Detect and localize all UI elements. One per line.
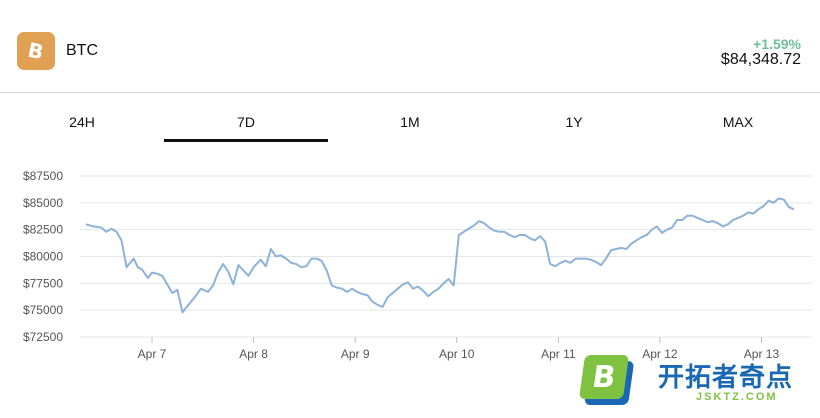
y-tick-label: $72500: [23, 330, 63, 344]
y-tick-label: $82500: [23, 223, 63, 237]
x-tick-label: Apr 7: [138, 347, 167, 361]
x-tick-label: Apr 8: [239, 347, 268, 361]
current-price: $84,348.72: [720, 51, 801, 68]
timeframe-tabs: 24H 7D 1M 1Y MAX: [0, 104, 820, 142]
x-tick-label: Apr 13: [744, 347, 780, 361]
tab-label: 24H: [69, 114, 95, 130]
tab-label: MAX: [722, 114, 754, 130]
x-tick-label: Apr 11: [541, 347, 576, 361]
tab-1y[interactable]: 1Y: [492, 104, 656, 142]
watermark-url: JSKTZ.COM: [696, 391, 778, 403]
tab-max[interactable]: MAX: [656, 104, 820, 142]
watermark-logo: B: [578, 355, 630, 399]
bitcoin-icon: B: [17, 32, 55, 70]
y-tick-label: $85000: [23, 196, 63, 210]
price-change: +1.59%: [753, 36, 801, 52]
y-tick-label: $77500: [23, 276, 63, 290]
coin-symbol: BTC: [66, 42, 98, 59]
x-tick-label: Apr 9: [341, 347, 370, 361]
watermark-title: 开拓者奇点: [658, 363, 794, 393]
y-tick-label: $75000: [23, 303, 63, 317]
tab-1m[interactable]: 1M: [328, 104, 492, 142]
site-watermark: B 开拓者奇点 JSKTZ.COM: [578, 353, 820, 413]
x-tick-label: Apr 10: [439, 347, 475, 361]
watermark-badge-letter: B: [590, 359, 618, 395]
tab-label: 1Y: [565, 114, 583, 130]
bitcoin-logo-glyph: B: [26, 37, 46, 65]
price-chart[interactable]: $72500 $75000 $77500 $80000 $82500 $85000 $875…: [0, 160, 820, 413]
y-tick-label: $80000: [23, 250, 63, 264]
tab-7d[interactable]: 7D: [164, 104, 328, 142]
tab-label: 7D: [237, 114, 255, 130]
price-line: [85, 197, 795, 314]
tab-label: 1M: [400, 114, 420, 130]
y-tick-label: $87500: [23, 169, 63, 183]
price-chart-svg: $72500 $75000 $77500 $80000 $82500 $85000 $875…: [23, 169, 812, 361]
x-tick-label: Apr 12: [642, 347, 678, 361]
asset-header: B BTC +1.59% $84,348.72: [0, 0, 820, 93]
tab-24h[interactable]: 24H: [0, 104, 164, 142]
